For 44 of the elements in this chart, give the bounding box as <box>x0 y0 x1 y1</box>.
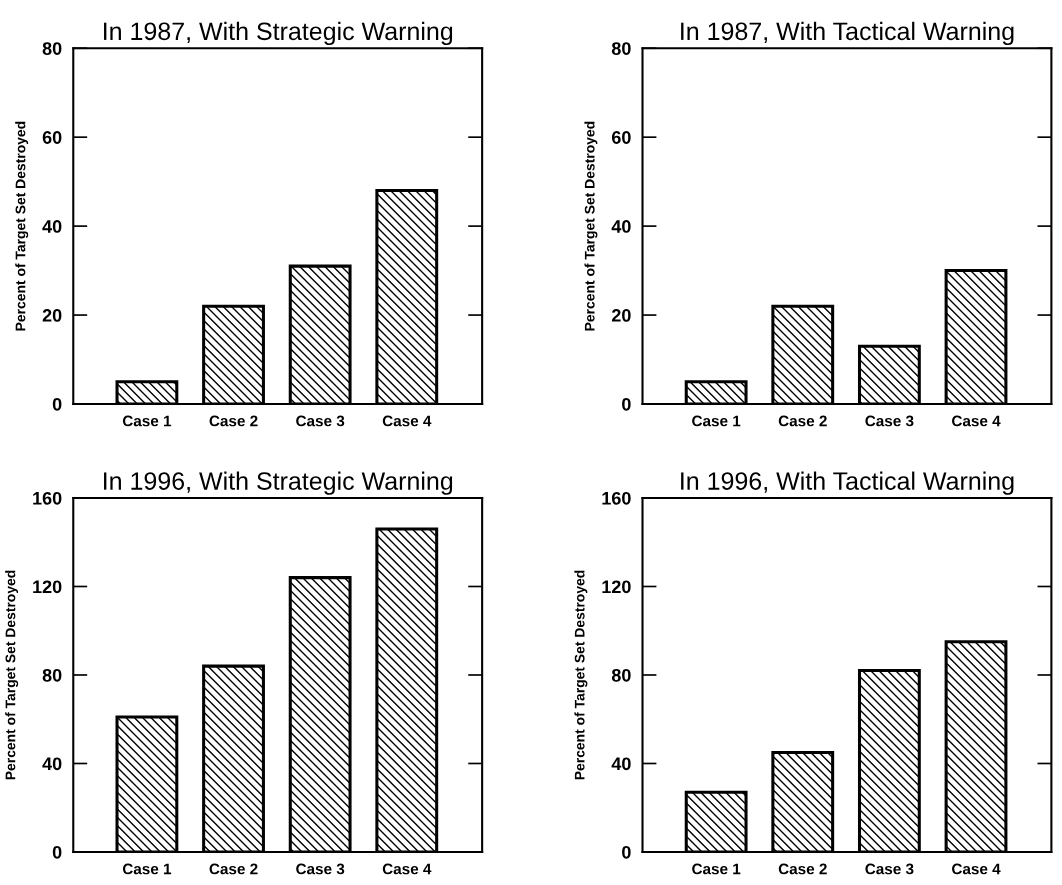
y-tick-label: 80 <box>611 42 631 55</box>
chart-title: In 1987, With Tactical Warning <box>681 21 1014 46</box>
y-tick-label: 80 <box>42 42 62 55</box>
y-axis-title: Percent of Target Set Destroyed <box>15 121 29 331</box>
x-tick-label: Case 4 <box>382 863 432 875</box>
y-tick-label: 0 <box>52 397 62 411</box>
x-tick-label: Case 1 <box>692 415 741 427</box>
x-tick-label: Case 3 <box>865 863 914 875</box>
y-tick-label: 0 <box>622 845 631 859</box>
y-tick-label: 80 <box>611 668 631 682</box>
y-tick-label: 40 <box>611 220 631 233</box>
y-tick-label: 0 <box>622 397 631 411</box>
x-tick-label: Case 2 <box>778 415 827 427</box>
y-tick-label: 0 <box>52 845 62 859</box>
y-tick-label: 60 <box>611 131 631 144</box>
y-tick-label: 20 <box>611 308 631 322</box>
x-tick-label: Case 3 <box>296 863 345 875</box>
y-tick-label: 40 <box>42 757 62 771</box>
y-tick-label: 60 <box>42 131 62 144</box>
y-tick-label: 20 <box>42 308 62 322</box>
y-tick-label: 80 <box>42 668 62 682</box>
x-tick-label: Case 4 <box>952 863 1001 875</box>
x-tick-label: Case 4 <box>952 415 1001 427</box>
x-tick-label: Case 1 <box>122 415 172 427</box>
y-tick-label: 120 <box>33 580 62 594</box>
chart-title: In 1996, With Strategic Warning <box>104 471 453 495</box>
y-tick-label: 120 <box>602 580 631 594</box>
x-tick-label: Case 4 <box>382 415 432 427</box>
x-tick-label: Case 3 <box>865 415 914 427</box>
x-tick-label: Case 2 <box>209 415 258 427</box>
y-axis-title: Percent of Target Set Destroyed <box>574 570 588 780</box>
x-tick-label: Case 2 <box>778 863 827 875</box>
chart-title: In 1987, With Strategic Warning <box>104 21 453 46</box>
chart-title: In 1996, With Tactical Warning <box>681 471 1014 495</box>
y-axis-title: Percent of Target Set Destroyed <box>5 570 19 780</box>
x-tick-label: Case 1 <box>692 863 741 875</box>
y-tick-label: 160 <box>33 491 62 505</box>
y-tick-label: 40 <box>611 757 631 771</box>
y-tick-label: 40 <box>42 220 62 233</box>
y-tick-label: 160 <box>602 491 631 505</box>
x-tick-label: Case 2 <box>209 863 258 875</box>
x-tick-label: Case 1 <box>122 863 172 875</box>
y-axis-title: Percent of Target Set Destroyed <box>584 121 598 331</box>
x-tick-label: Case 3 <box>296 415 345 427</box>
